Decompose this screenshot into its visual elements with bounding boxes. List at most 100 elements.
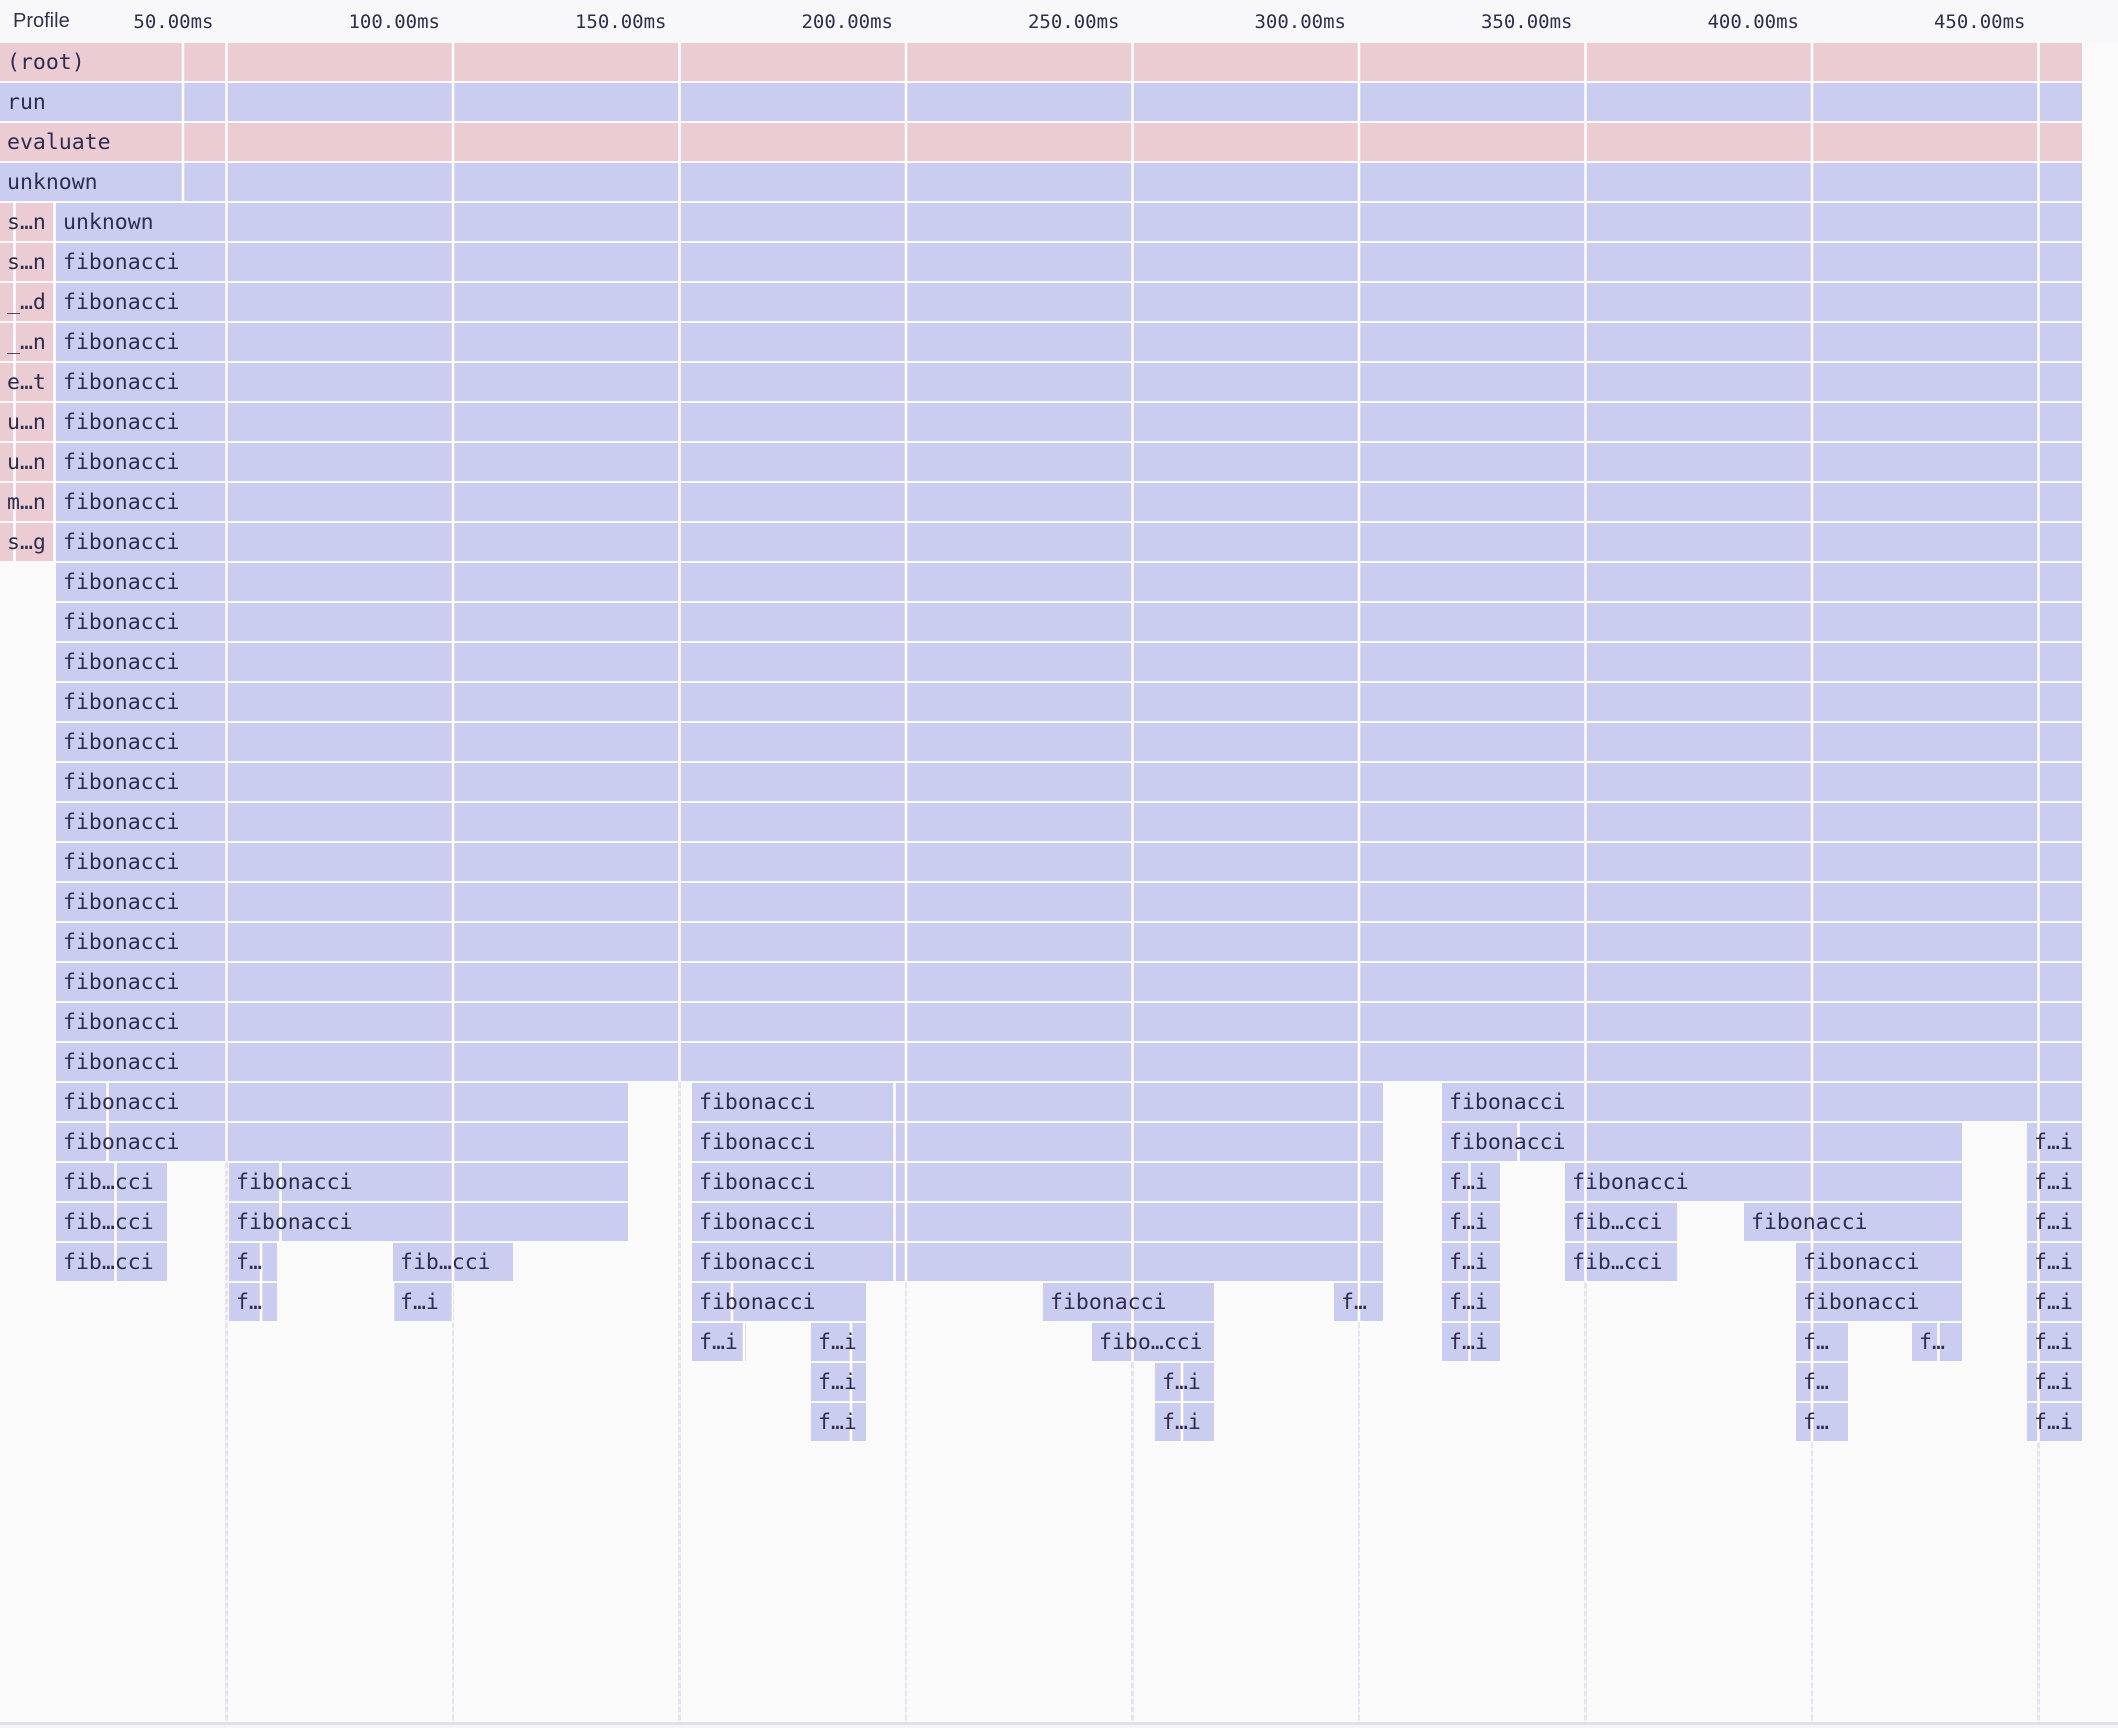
time-tick-label: 100.00ms xyxy=(348,10,440,33)
flame-bar[interactable]: fibonacci xyxy=(56,1003,2082,1041)
flame-bar[interactable]: f…i xyxy=(2027,1283,2082,1321)
flame-bar[interactable]: f…i xyxy=(2027,1403,2082,1441)
gridline xyxy=(1584,43,1587,1722)
flame-bar[interactable]: fibonacci xyxy=(56,363,2082,401)
flame-bar[interactable]: unknown xyxy=(0,163,2082,201)
flame-bar[interactable]: f…i xyxy=(1155,1363,1214,1401)
flame-bar[interactable]: fibonacci xyxy=(56,723,2082,761)
flame-bar[interactable]: fibonacci xyxy=(56,643,2082,681)
flame-bar[interactable]: f… xyxy=(1334,1283,1383,1321)
flame-bar[interactable]: fibonacci xyxy=(56,603,2082,641)
flame-bar[interactable]: fibonacci xyxy=(56,483,2082,521)
flame-bar[interactable]: fibonacci xyxy=(692,1243,1383,1281)
flame-bar[interactable]: f…i xyxy=(1442,1283,1500,1321)
flame-bar[interactable]: f…i xyxy=(1442,1203,1500,1241)
flame-bar[interactable]: fibonacci xyxy=(1442,1083,2082,1121)
flame-bar[interactable]: fibonacci xyxy=(56,523,2082,561)
flame-bar[interactable]: f…i xyxy=(811,1363,866,1401)
flame-bar[interactable]: fibonacci xyxy=(229,1203,628,1241)
flame-bar[interactable]: f…i xyxy=(2027,1363,2082,1401)
flame-bar[interactable]: f… xyxy=(229,1283,277,1321)
flame-bar[interactable]: s…n xyxy=(0,243,53,281)
flame-bar[interactable]: fibonacci xyxy=(692,1163,1383,1201)
flame-bar[interactable]: f…i xyxy=(1442,1163,1500,1201)
flame-bar[interactable]: f…i xyxy=(692,1323,746,1361)
flame-bar[interactable]: fib…cci xyxy=(1565,1243,1677,1281)
flame-bar[interactable]: e…t xyxy=(0,363,53,401)
flame-bar[interactable]: fibonacci xyxy=(229,1163,628,1201)
flame-bar[interactable]: fibonacci xyxy=(1744,1203,1962,1241)
flame-bar[interactable]: fibonacci xyxy=(56,563,2082,601)
flame-bar[interactable]: fibonacci xyxy=(1565,1163,1962,1201)
flame-bar[interactable]: f…i xyxy=(2027,1123,2082,1161)
flame-bar[interactable]: fib…cci xyxy=(1565,1203,1677,1241)
flame-bar[interactable]: f…i xyxy=(393,1283,453,1321)
flame-bar[interactable]: f…i xyxy=(1155,1403,1214,1441)
flame-bar[interactable]: fibo…cci xyxy=(1092,1323,1214,1361)
flame-bar[interactable]: fibonacci xyxy=(56,683,2082,721)
flame-bar[interactable]: f…i xyxy=(811,1323,866,1361)
flame-bar[interactable]: fib…cci xyxy=(56,1163,167,1201)
flame-bar[interactable]: _…n xyxy=(0,323,53,361)
flame-bar[interactable]: f… xyxy=(229,1243,277,1281)
flame-bar[interactable]: f… xyxy=(1796,1403,1848,1441)
flame-bar[interactable]: fibonacci xyxy=(1442,1123,1962,1161)
flame-bar[interactable]: fibonacci xyxy=(56,323,2082,361)
flame-bar[interactable]: fibonacci xyxy=(56,283,2082,321)
flame-bar[interactable]: evaluate xyxy=(0,123,2082,161)
time-tick-label: 450.00ms xyxy=(1933,10,2026,33)
flame-bar[interactable]: unknown xyxy=(56,203,2082,241)
flame-bar[interactable]: fibonacci xyxy=(56,1123,628,1161)
flame-bar[interactable]: f… xyxy=(1796,1363,1848,1401)
flame-bar[interactable]: fibonacci xyxy=(1796,1283,1962,1321)
flame-bar[interactable]: fibonacci xyxy=(692,1203,1383,1241)
flame-bar[interactable]: u…n xyxy=(0,443,53,481)
horizontal-scrollbar-track[interactable] xyxy=(0,1725,2118,1728)
flame-bar[interactable]: f…i xyxy=(1442,1323,1500,1361)
flame-bar[interactable]: f… xyxy=(1912,1323,1962,1361)
flame-bar[interactable]: (root) xyxy=(0,43,2082,81)
flame-bar[interactable]: fibonacci xyxy=(692,1083,1383,1121)
flame-bar[interactable]: fibonacci xyxy=(56,883,2082,921)
flame-bar[interactable]: u…n xyxy=(0,403,53,441)
flame-bar[interactable]: fibonacci xyxy=(692,1123,1383,1161)
flame-bar[interactable]: f…i xyxy=(2027,1163,2082,1201)
flame-bar[interactable]: fibonacci xyxy=(56,1043,2082,1081)
flame-bar[interactable]: fibonacci xyxy=(56,243,2082,281)
flame-bar[interactable]: fibonacci xyxy=(56,1083,628,1121)
flame-bar[interactable]: fibonacci xyxy=(692,1283,866,1321)
flame-bar[interactable]: fibonacci xyxy=(1043,1283,1214,1321)
gridline xyxy=(1131,43,1134,1722)
flame-bar[interactable]: f…i xyxy=(1442,1243,1500,1281)
time-tick-label: 150.00ms xyxy=(574,10,667,33)
gridline xyxy=(1810,43,1814,1722)
gridline xyxy=(904,43,908,1722)
time-ruler[interactable]: Profile 50.00ms 100.00ms 150.00ms 200.00ms 2… xyxy=(0,0,2118,43)
flame-bar[interactable]: fib…cci xyxy=(56,1243,167,1281)
flame-bar[interactable]: fibonacci xyxy=(56,803,2082,841)
flame-bar[interactable]: _…d xyxy=(0,283,53,321)
flame-bar[interactable]: f…i xyxy=(2027,1323,2082,1361)
flame-bar[interactable]: f…i xyxy=(2027,1203,2082,1241)
horizontal-scrollbar-border xyxy=(0,1722,2118,1725)
flame-bar[interactable]: fibonacci xyxy=(56,923,2082,961)
flame-bar[interactable]: s…n xyxy=(0,203,53,241)
flame-bar[interactable]: fibonacci xyxy=(1796,1243,1962,1281)
flame-bar[interactable]: run xyxy=(0,83,2082,121)
flame-bar[interactable]: f… xyxy=(1796,1323,1848,1361)
flame-bar[interactable]: f…i xyxy=(811,1403,866,1441)
flame-bar[interactable]: s…g xyxy=(0,523,53,561)
flame-bar[interactable]: fibonacci xyxy=(56,443,2082,481)
flame-bar[interactable]: m…n xyxy=(0,483,53,521)
flame-bar[interactable]: fibonacci xyxy=(56,843,2082,881)
flame-bar[interactable]: fibonacci xyxy=(56,403,2082,441)
flame-bar[interactable]: f…i xyxy=(2027,1243,2082,1281)
gridline xyxy=(2037,43,2040,1722)
flame-bar[interactable]: fibonacci xyxy=(56,963,2082,1001)
flame-bar[interactable]: fib…cci xyxy=(56,1203,167,1241)
flame-bar[interactable]: fib…cci xyxy=(393,1243,513,1281)
time-tick-label: 400.00ms xyxy=(1707,10,1799,33)
flame-bar[interactable]: fibonacci xyxy=(56,763,2082,801)
time-tick-label: 350.00ms xyxy=(1480,10,1573,33)
